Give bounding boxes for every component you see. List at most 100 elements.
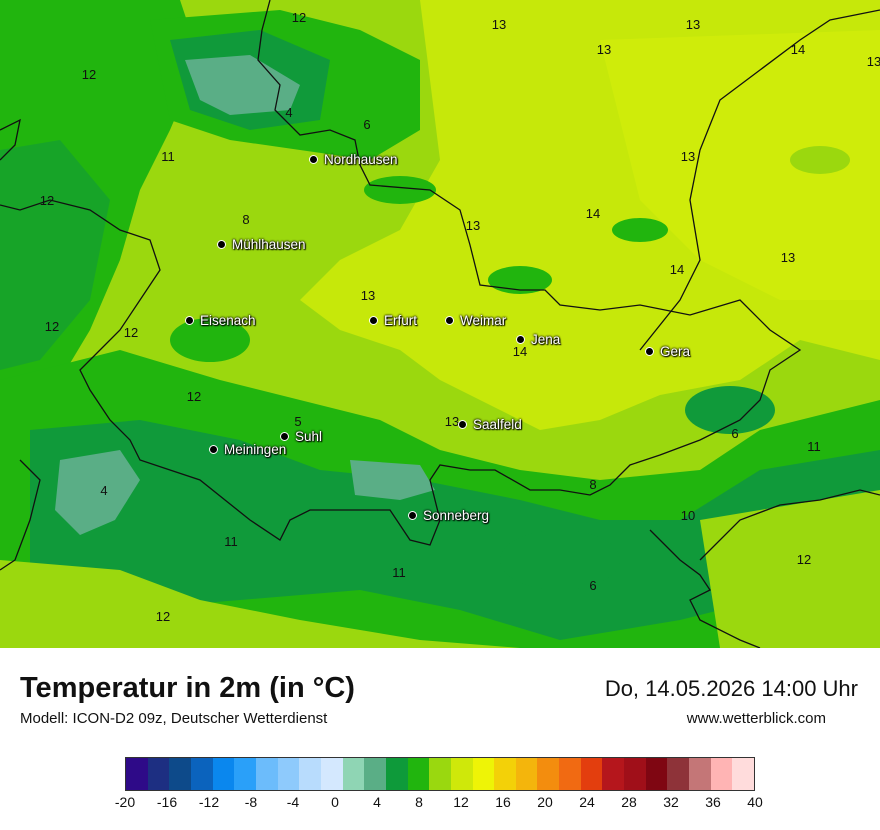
legend-color-swatch bbox=[450, 758, 473, 790]
city-dot-icon bbox=[408, 510, 417, 520]
city-marker-eisenach[interactable]: Eisenach bbox=[185, 313, 256, 329]
legend-color-swatch bbox=[732, 758, 755, 790]
value-label: 12 bbox=[123, 325, 139, 340]
city-marker-nordhausen[interactable]: Nordhausen bbox=[309, 152, 398, 168]
legend-tick-label: 24 bbox=[579, 794, 595, 810]
value-label: 13 bbox=[465, 218, 481, 233]
city-marker-sonneberg[interactable]: Sonneberg bbox=[408, 508, 489, 524]
website-link[interactable]: www.wetterblick.com bbox=[686, 710, 826, 727]
model-source: Modell: ICON-D2 09z, Deutscher Wetterdie… bbox=[20, 710, 328, 727]
city-marker-saalfeld[interactable]: Saalfeld bbox=[458, 417, 522, 433]
legend-color-swatch bbox=[689, 758, 711, 790]
legend-tick-label: 12 bbox=[453, 794, 469, 810]
legend-tick-label: 36 bbox=[705, 794, 721, 810]
value-label: 11 bbox=[392, 565, 406, 580]
legend-tick-label: -12 bbox=[198, 794, 220, 810]
city-label: Eisenach bbox=[200, 313, 256, 328]
legend-color-swatch bbox=[342, 758, 365, 790]
city-label: Suhl bbox=[295, 429, 323, 444]
legend-color-swatch bbox=[169, 758, 191, 790]
legend-color-swatch bbox=[126, 758, 148, 790]
value-label: 11 bbox=[807, 439, 821, 454]
legend-tick-label: -4 bbox=[286, 794, 300, 810]
city-dot-icon bbox=[458, 419, 467, 429]
city-dot-icon bbox=[209, 444, 218, 454]
value-label: 10 bbox=[680, 508, 696, 523]
map-footer: Temperatur in 2m (in °C) Modell: ICON-D2… bbox=[0, 648, 880, 830]
value-label: 13 bbox=[780, 250, 796, 265]
city-marker-suhl[interactable]: Suhl bbox=[280, 429, 322, 445]
city-marker-erfurt[interactable]: Erfurt bbox=[369, 313, 417, 329]
city-dot-icon bbox=[445, 315, 454, 325]
value-label: 4 bbox=[100, 483, 108, 498]
legend-color-swatch bbox=[277, 758, 300, 790]
value-label: 14 bbox=[512, 344, 528, 359]
city-label: Weimar bbox=[460, 313, 507, 328]
value-label: 13 bbox=[680, 149, 696, 164]
value-label: 6 bbox=[589, 578, 597, 593]
value-label: 13 bbox=[360, 288, 376, 303]
legend-color-swatch bbox=[494, 758, 516, 790]
city-dot-icon bbox=[516, 334, 525, 344]
value-label: 12 bbox=[81, 67, 97, 82]
legend-tick-label: 8 bbox=[415, 794, 423, 810]
legend-color-swatch bbox=[320, 758, 343, 790]
city-dot-icon bbox=[309, 154, 318, 164]
map-title: Temperatur in 2m (in °C) bbox=[20, 672, 355, 704]
city-marker-weimar[interactable]: Weimar bbox=[445, 313, 506, 329]
value-label: 13 bbox=[596, 42, 612, 57]
temperature-field bbox=[0, 0, 880, 648]
city-marker-gera[interactable]: Gera bbox=[645, 344, 690, 360]
value-label: 8 bbox=[242, 212, 250, 227]
value-label: 14 bbox=[669, 262, 685, 277]
legend-tick-label: 16 bbox=[495, 794, 511, 810]
value-label: 12 bbox=[155, 609, 171, 624]
city-label: Erfurt bbox=[384, 313, 418, 328]
value-label: 12 bbox=[44, 319, 60, 334]
legend-color-swatch bbox=[580, 758, 603, 790]
legend-color-swatch bbox=[212, 758, 235, 790]
value-label: 14 bbox=[790, 42, 806, 57]
value-label: 12 bbox=[186, 389, 202, 404]
legend-color-swatch bbox=[710, 758, 733, 790]
value-label: 8 bbox=[589, 477, 597, 492]
value-label: 6 bbox=[363, 117, 371, 132]
legend-tick-label: -16 bbox=[156, 794, 178, 810]
value-label: 14 bbox=[585, 206, 601, 221]
value-label: 11 bbox=[224, 534, 238, 549]
value-label: 13 bbox=[444, 414, 460, 429]
value-label: 12 bbox=[291, 10, 307, 25]
city-label: Sonneberg bbox=[423, 508, 490, 523]
legend-color-swatch bbox=[364, 758, 386, 790]
city-label: Meiningen bbox=[224, 442, 287, 457]
legend-color-swatch bbox=[624, 758, 646, 790]
city-label: Jena bbox=[531, 332, 561, 347]
city-marker-muehlhausen[interactable]: Mühlhausen bbox=[217, 237, 306, 253]
legend-color-swatch bbox=[602, 758, 625, 790]
color-legend-ticks: -20 -16 -12 -8 -4 0 4 8 12 16 20 24 28 32 36 40 bbox=[115, 794, 763, 812]
legend-color-swatch bbox=[147, 758, 170, 790]
legend-color-swatch bbox=[190, 758, 213, 790]
city-label: Mühlhausen bbox=[232, 237, 306, 252]
city-dot-icon bbox=[217, 239, 226, 249]
legend-color-swatch bbox=[299, 758, 321, 790]
value-label: 13 bbox=[866, 54, 880, 69]
legend-tick-label: -8 bbox=[244, 794, 258, 810]
city-dot-icon bbox=[280, 431, 289, 441]
city-label: Gera bbox=[660, 344, 691, 359]
color-legend bbox=[125, 757, 755, 791]
legend-color-swatch bbox=[515, 758, 538, 790]
value-label: 4 bbox=[285, 105, 293, 120]
value-label: 5 bbox=[294, 414, 302, 429]
city-marker-meiningen[interactable]: Meiningen bbox=[209, 442, 286, 458]
legend-color-swatch bbox=[472, 758, 495, 790]
legend-tick-label: 0 bbox=[331, 794, 339, 810]
value-label: 12 bbox=[39, 193, 55, 208]
legend-tick-label: 4 bbox=[373, 794, 381, 810]
legend-color-swatch bbox=[645, 758, 668, 790]
legend-tick-label: 40 bbox=[747, 794, 763, 810]
city-marker-jena[interactable]: Jena bbox=[516, 332, 560, 348]
temperature-map: 12 13 13 14 13 12 4 6 11 13 12 8 14 13 1… bbox=[0, 0, 880, 648]
value-label: 13 bbox=[491, 17, 507, 32]
value-label: 6 bbox=[731, 426, 739, 441]
